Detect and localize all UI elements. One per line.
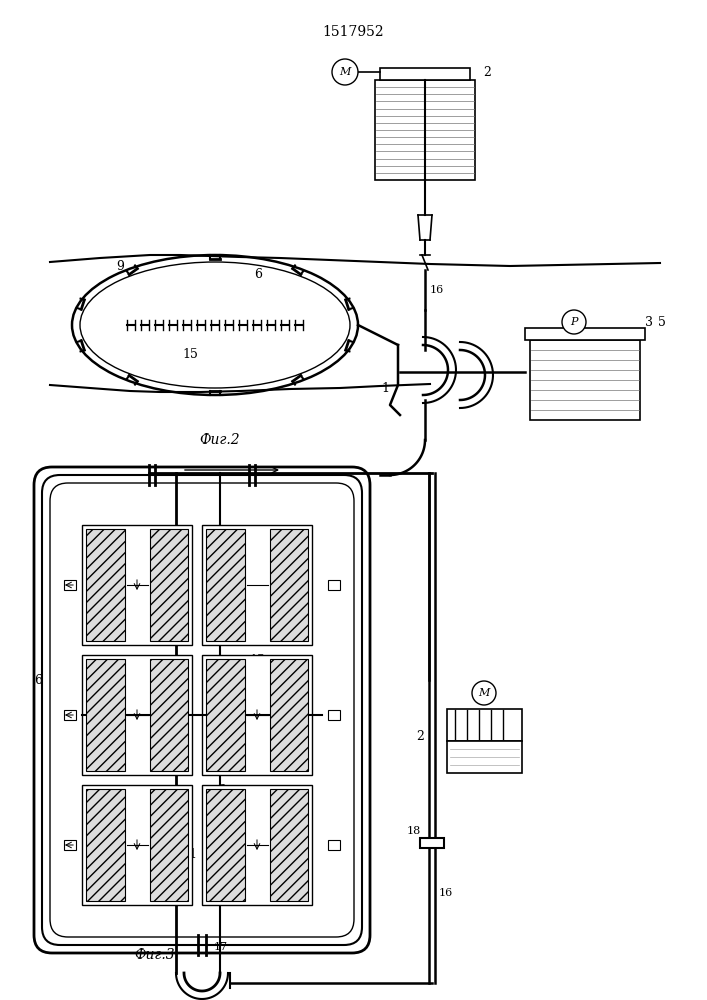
Text: 1: 1 [381,381,389,394]
Text: M: M [339,67,351,77]
Bar [525,328,645,340]
Text: 16: 16 [439,888,453,898]
Bar [86,789,124,901]
Text: 2: 2 [416,730,424,742]
Text: 15: 15 [182,349,198,361]
Bar [328,710,340,720]
Bar [269,789,308,901]
Text: 1: 1 [203,664,211,676]
Bar [269,659,308,771]
Text: 18: 18 [407,826,421,836]
Text: 1517952: 1517952 [322,25,384,39]
Text: 9: 9 [218,784,226,796]
Bar [447,741,522,773]
Bar [328,580,340,590]
Bar [375,80,475,180]
Bar [149,659,188,771]
Text: 17: 17 [214,942,228,952]
Text: 9: 9 [116,260,124,273]
Text: 15: 15 [249,654,265,666]
Text: Фиг.2: Фиг.2 [199,433,240,447]
Circle shape [562,310,586,334]
Bar [269,529,308,641]
Bar [149,789,188,901]
Bar [202,655,312,775]
Bar [86,659,124,771]
Bar [206,659,245,771]
Bar [202,525,312,645]
Bar [86,529,124,641]
Bar [82,785,192,905]
Text: M: M [479,688,490,698]
Bar [64,710,76,720]
Bar [149,529,188,641]
Circle shape [472,681,496,705]
Text: 6: 6 [34,674,42,686]
Text: P+: P+ [475,720,493,730]
Bar [420,838,444,848]
Bar [206,789,245,901]
Text: Фиг.3: Фиг.3 [135,948,175,962]
Text: P: P [571,317,578,327]
Bar [447,709,522,741]
Bar [64,580,76,590]
Text: 2: 2 [483,66,491,79]
Bar [202,785,312,905]
Text: 3: 3 [645,316,653,328]
Text: 1: 1 [188,848,196,861]
Bar [64,840,76,850]
Bar [380,68,470,80]
Text: 16: 16 [430,285,444,295]
Bar [328,840,340,850]
Bar [530,340,640,420]
Text: 6: 6 [254,267,262,280]
Bar [82,525,192,645]
Text: 5: 5 [658,316,666,328]
Bar [206,529,245,641]
Circle shape [332,59,358,85]
Bar [82,655,192,775]
